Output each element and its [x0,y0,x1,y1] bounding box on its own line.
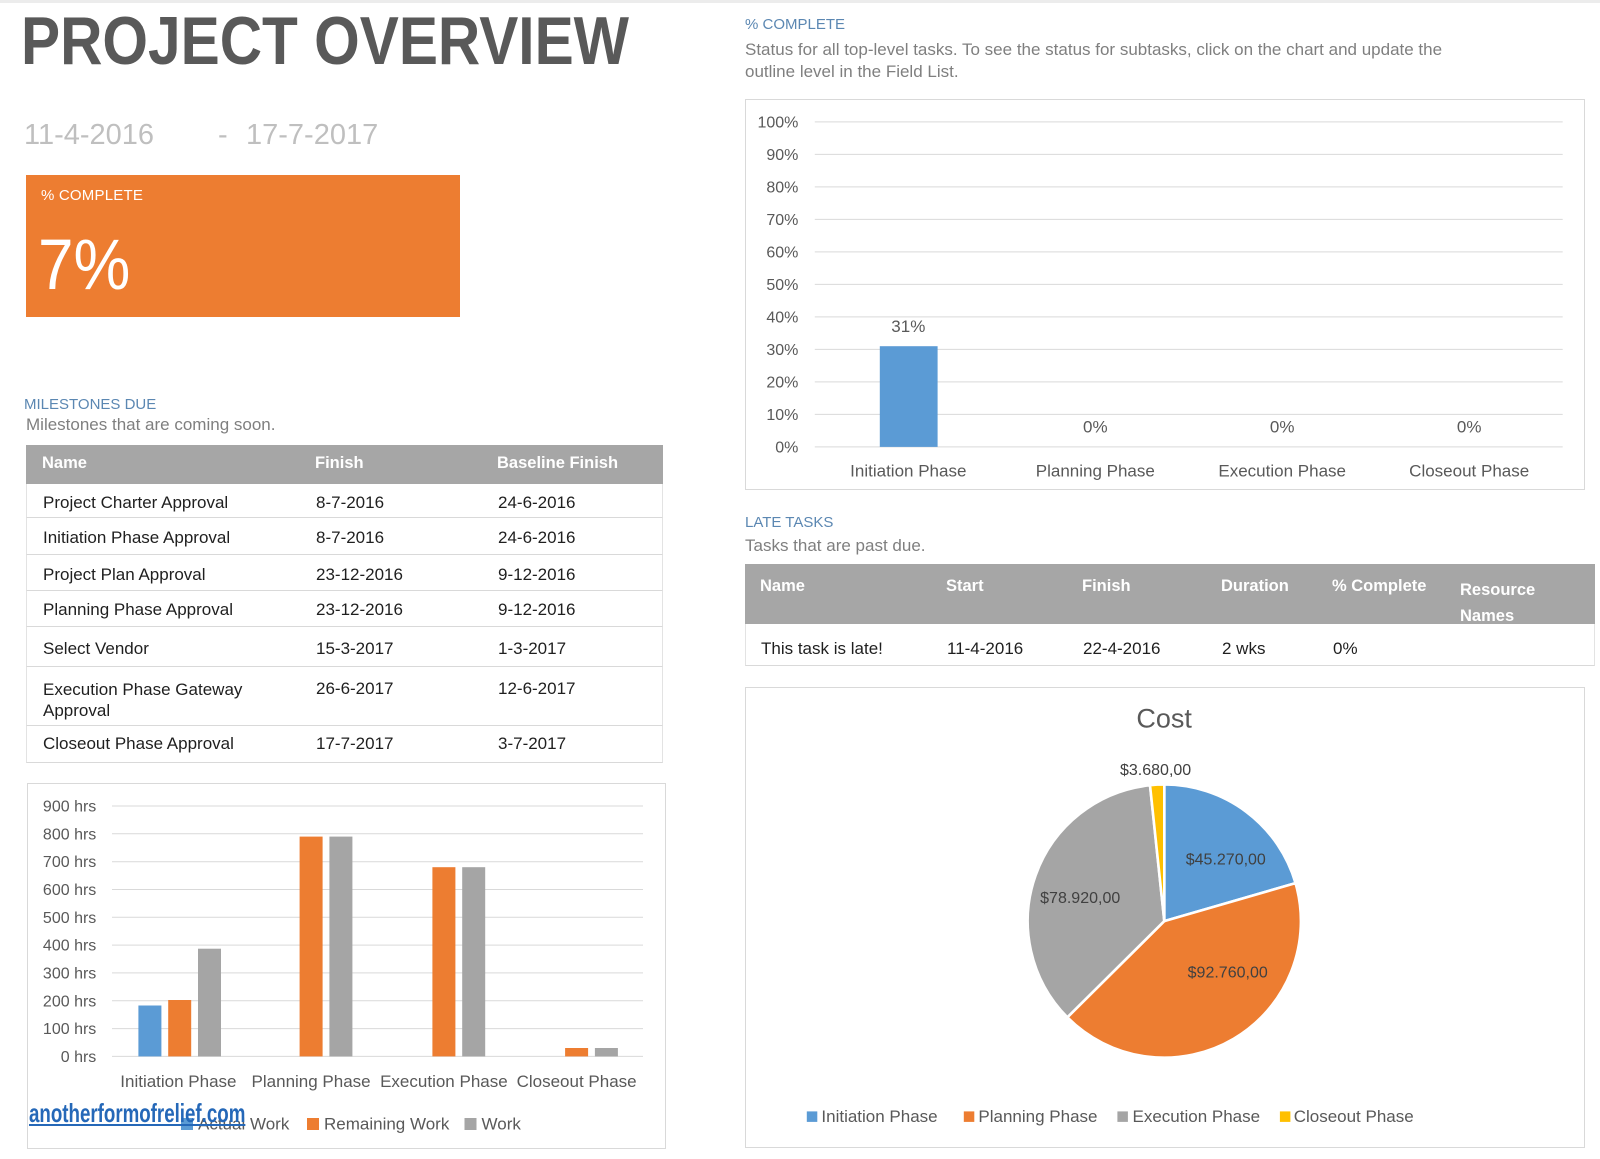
svg-text:50%: 50% [766,276,798,293]
svg-text:Work: Work [482,1115,522,1134]
svg-text:40%: 40% [766,309,798,326]
svg-text:0%: 0% [1083,417,1108,436]
svg-text:$78.920,00: $78.920,00 [1040,890,1120,907]
svg-text:Planning Phase: Planning Phase [978,1107,1097,1126]
svg-text:$92.760,00: $92.760,00 [1188,964,1268,981]
svg-text:400 hrs: 400 hrs [43,938,96,955]
svg-text:500 hrs: 500 hrs [43,910,96,927]
svg-text:700 hrs: 700 hrs [43,854,96,871]
svg-text:Actual Work: Actual Work [198,1115,290,1134]
svg-text:Initiation Phase: Initiation Phase [120,1072,236,1091]
svg-text:$3.680,00: $3.680,00 [1120,762,1191,779]
svg-text:100%: 100% [757,114,798,131]
svg-text:Execution Phase: Execution Phase [380,1072,508,1091]
svg-text:90%: 90% [766,146,798,163]
svg-text:70%: 70% [766,211,798,228]
svg-text:900 hrs: 900 hrs [43,799,96,816]
svg-text:$45.270,00: $45.270,00 [1186,851,1266,868]
svg-text:100 hrs: 100 hrs [43,1021,96,1038]
svg-text:Planning Phase: Planning Phase [1036,461,1155,480]
svg-text:Initiation Phase: Initiation Phase [821,1107,937,1126]
svg-text:60%: 60% [766,244,798,261]
svg-text:30%: 30% [766,341,798,358]
svg-text:Cost: Cost [1136,703,1192,733]
svg-text:Execution Phase: Execution Phase [1218,461,1346,480]
svg-text:20%: 20% [766,374,798,391]
svg-text:300 hrs: 300 hrs [43,965,96,982]
svg-text:Closeout Phase: Closeout Phase [517,1072,637,1091]
svg-text:80%: 80% [766,179,798,196]
svg-text:31%: 31% [891,317,925,336]
svg-text:0%: 0% [1457,417,1482,436]
svg-text:Closeout Phase: Closeout Phase [1409,461,1529,480]
svg-text:600 hrs: 600 hrs [43,882,96,899]
svg-text:Execution Phase: Execution Phase [1133,1107,1261,1126]
svg-text:0 hrs: 0 hrs [61,1049,97,1066]
svg-text:200 hrs: 200 hrs [43,993,96,1010]
svg-text:800 hrs: 800 hrs [43,826,96,843]
svg-text:0%: 0% [775,439,798,456]
svg-text:Closeout Phase: Closeout Phase [1294,1107,1414,1126]
svg-text:Initiation Phase: Initiation Phase [850,461,966,480]
svg-text:Remaining Work: Remaining Work [324,1115,450,1134]
svg-text:10%: 10% [766,406,798,423]
svg-text:Planning Phase: Planning Phase [252,1072,371,1091]
svg-text:0%: 0% [1270,417,1295,436]
